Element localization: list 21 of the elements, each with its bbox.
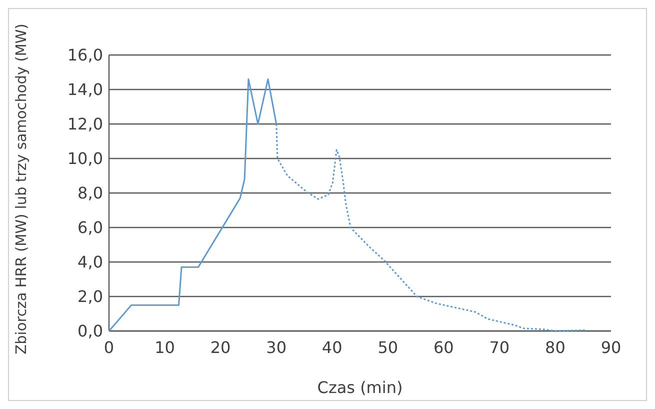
x-tick-label: 60 (433, 338, 454, 357)
y-tick-label: 10,0 (67, 149, 103, 168)
y-tick-label: 2,0 (78, 287, 103, 306)
y-tick-label: 14,0 (67, 80, 103, 100)
x-tick-label: 0 (104, 338, 114, 357)
x-tick-label: 70 (489, 338, 510, 357)
x-tick-label: 80 (545, 338, 566, 357)
y-tick-label: 16,0 (67, 46, 103, 65)
x-tick-label: 30 (266, 338, 287, 357)
x-tick-label: 10 (154, 338, 175, 357)
y-tick-label: 0,0 (78, 322, 103, 341)
y-tick-label: 4,0 (78, 252, 103, 272)
y-tick-label: 6,0 (78, 218, 103, 238)
x-tick-label: 20 (210, 338, 231, 357)
y-axis-title: Zbiorcza HRR (MW) lub trzy samochody (MW) (14, 24, 30, 354)
x-axis-title: Czas (min) (317, 378, 403, 397)
y-tick-label: 8,0 (78, 184, 103, 203)
x-tick-label: 40 (322, 338, 342, 357)
x-tick-label: 50 (378, 338, 398, 357)
x-tick-label: 90 (600, 338, 622, 357)
y-tick-label: 12,0 (67, 114, 103, 134)
